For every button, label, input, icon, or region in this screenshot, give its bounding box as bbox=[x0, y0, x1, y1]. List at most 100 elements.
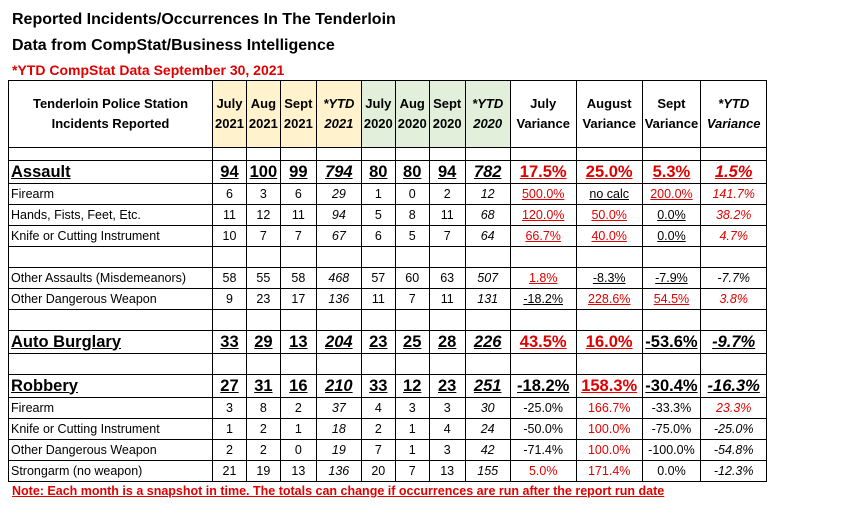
cell: 99 bbox=[279, 160, 317, 184]
variance-cell: 4.7% bbox=[700, 225, 768, 247]
cell: 10 bbox=[212, 225, 247, 247]
cell: 11 bbox=[279, 204, 317, 226]
row-label: Robbery bbox=[8, 374, 213, 398]
header-july-variance: July Variance bbox=[509, 80, 577, 148]
variance-cell: -18.2% bbox=[509, 374, 577, 398]
header-july-2021: July 2021 bbox=[212, 80, 247, 148]
variance-cell: 500.0% bbox=[509, 183, 577, 205]
cell: 23 bbox=[428, 374, 466, 398]
variance-cell: 16.0% bbox=[575, 330, 643, 354]
cell: 11 bbox=[360, 288, 396, 310]
variance-cell: 228.6% bbox=[575, 288, 643, 310]
table-row: Strongarm (no weapon) 21 19 13 136 20 7 … bbox=[8, 460, 768, 482]
table-row: Robbery 27 31 16 210 33 12 23 251 -18.2%… bbox=[8, 374, 768, 398]
variance-cell: no calc bbox=[575, 183, 643, 205]
cell: 11 bbox=[212, 204, 247, 226]
variance-cell: 43.5% bbox=[509, 330, 577, 354]
header-month: July bbox=[216, 96, 243, 111]
cell: 2 bbox=[245, 439, 281, 461]
variance-cell: -50.0% bbox=[509, 418, 577, 440]
cell: 42 bbox=[464, 439, 511, 461]
cell: 28 bbox=[428, 330, 466, 354]
cell: 94 bbox=[315, 204, 362, 226]
header-ytd-2020: *YTD 2020 bbox=[464, 80, 511, 148]
cell: 1 bbox=[394, 418, 430, 440]
cell: 0 bbox=[279, 439, 317, 461]
header-station-cell: Tenderloin Police Station Incidents Repor… bbox=[8, 80, 213, 148]
cell: 29 bbox=[315, 183, 362, 205]
header-month: July bbox=[365, 96, 392, 111]
header-year: 2021 bbox=[215, 116, 244, 131]
variance-cell: 141.7% bbox=[700, 183, 768, 205]
cell: 2 bbox=[245, 418, 281, 440]
header-sept-variance: Sept Variance bbox=[641, 80, 702, 148]
header-year: 2020 bbox=[363, 116, 393, 131]
header-august-variance: August Variance bbox=[575, 80, 643, 148]
variance-cell: -8.3% bbox=[575, 267, 643, 289]
cell: 80 bbox=[360, 160, 396, 184]
cell: 3 bbox=[245, 183, 281, 205]
cell: 94 bbox=[212, 160, 247, 184]
cell: 2 bbox=[279, 397, 317, 419]
cell: 60 bbox=[394, 267, 430, 289]
cell: 3 bbox=[428, 439, 466, 461]
table-row: Other Dangerous Weapon 9 23 17 136 11 7 … bbox=[8, 288, 768, 310]
variance-cell: 100.0% bbox=[575, 418, 643, 440]
header-station: Tenderloin Police Station bbox=[32, 96, 189, 111]
variance-cell: 38.2% bbox=[700, 204, 768, 226]
header-month: *YTD bbox=[718, 96, 750, 111]
variance-cell: 0.0% bbox=[641, 204, 702, 226]
ytd-note: *YTD CompStat Data September 30, 2021 bbox=[12, 62, 285, 78]
variance-cell: -33.3% bbox=[641, 397, 702, 419]
header-variance: Variance bbox=[516, 116, 570, 131]
variance-cell: 0.0% bbox=[641, 460, 702, 482]
cell: 794 bbox=[315, 160, 362, 184]
cell: 9 bbox=[212, 288, 247, 310]
cell: 7 bbox=[245, 225, 281, 247]
variance-cell: 0.0% bbox=[641, 225, 702, 247]
cell: 33 bbox=[360, 374, 396, 398]
cell: 2 bbox=[212, 439, 247, 461]
variance-cell: -100.0% bbox=[641, 439, 702, 461]
cell: 57 bbox=[360, 267, 396, 289]
cell: 251 bbox=[464, 374, 511, 398]
header-year: 2020 bbox=[397, 116, 427, 131]
cell: 63 bbox=[428, 267, 466, 289]
cell: 19 bbox=[245, 460, 281, 482]
cell: 5 bbox=[394, 225, 430, 247]
cell: 7 bbox=[394, 460, 430, 482]
row-label: Auto Burglary bbox=[8, 330, 213, 354]
header-year: 2020 bbox=[432, 116, 462, 131]
cell: 18 bbox=[315, 418, 362, 440]
cell: 782 bbox=[464, 160, 511, 184]
cell: 16 bbox=[279, 374, 317, 398]
variance-cell: 171.4% bbox=[575, 460, 643, 482]
table-row: Other Assaults (Misdemeanors) 58 55 58 4… bbox=[8, 267, 768, 289]
variance-cell: 40.0% bbox=[575, 225, 643, 247]
variance-cell: 100.0% bbox=[575, 439, 643, 461]
cell: 6 bbox=[279, 183, 317, 205]
variance-cell: 54.5% bbox=[641, 288, 702, 310]
variance-cell: -54.8% bbox=[700, 439, 768, 461]
cell: 13 bbox=[428, 460, 466, 482]
table-row: Other Dangerous Weapon 2 2 0 19 7 1 3 42… bbox=[8, 439, 768, 461]
variance-cell: 66.7% bbox=[509, 225, 577, 247]
cell: 55 bbox=[245, 267, 281, 289]
row-label: Knife or Cutting Instrument bbox=[8, 418, 213, 440]
cell: 80 bbox=[394, 160, 430, 184]
cell: 67 bbox=[315, 225, 362, 247]
header-aug-2020: Aug 2020 bbox=[394, 80, 430, 148]
table-row: Firearm 3 8 2 37 4 3 3 30 -25.0% 166.7% … bbox=[8, 397, 768, 419]
cell: 12 bbox=[394, 374, 430, 398]
row-label: Firearm bbox=[8, 183, 213, 205]
cell: 204 bbox=[315, 330, 362, 354]
table-header-row: Tenderloin Police Station Incidents Repor… bbox=[8, 80, 768, 148]
header-year: 2021 bbox=[283, 116, 313, 131]
variance-cell: 166.7% bbox=[575, 397, 643, 419]
row-label: Strongarm (no weapon) bbox=[8, 460, 213, 482]
variance-cell: -12.3% bbox=[700, 460, 768, 482]
header-ytd-variance: *YTD Variance bbox=[700, 80, 768, 148]
variance-cell: -25.0% bbox=[509, 397, 577, 419]
cell: 7 bbox=[360, 439, 396, 461]
variance-cell: -18.2% bbox=[509, 288, 577, 310]
